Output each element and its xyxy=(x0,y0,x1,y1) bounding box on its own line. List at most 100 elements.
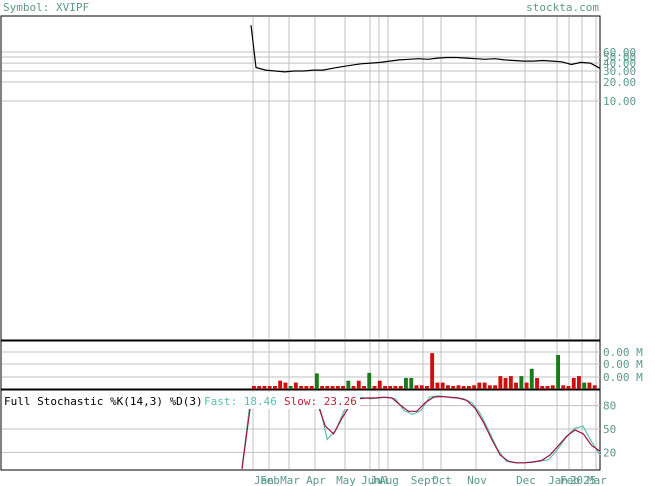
fast-value-label: Fast: 18.46 xyxy=(204,395,277,408)
x-tick-label: Jul xyxy=(370,474,390,486)
price-tick-label: 30.00 xyxy=(603,65,636,78)
volume-bar xyxy=(283,382,288,389)
volume-bar xyxy=(293,382,298,389)
stochastic-panel-frame xyxy=(0,389,601,471)
stochastic-title: Full Stochastic %K(14,3) %D(3) xyxy=(4,395,203,408)
price-tick-label: 60.00 xyxy=(603,46,636,59)
volume-bar xyxy=(503,378,508,389)
volume-bar xyxy=(425,386,429,389)
volume-bar xyxy=(577,376,581,389)
stochastic-axis: 80 50 20 xyxy=(603,400,616,460)
price-panel-frame xyxy=(0,15,601,341)
volume-bar xyxy=(435,382,440,389)
x-tick-label: Feb xyxy=(560,474,580,486)
volume-bar xyxy=(582,382,587,389)
price-tick-label: 40.00 xyxy=(603,57,636,70)
volume-bar xyxy=(550,385,555,389)
volume-bar xyxy=(566,386,571,389)
volume-bar xyxy=(309,386,314,389)
price-tick-label: 20.00 xyxy=(603,76,636,89)
volume-bar xyxy=(529,368,534,389)
volume-bar xyxy=(398,386,403,389)
volume-bar xyxy=(372,386,377,389)
x-tick-label: 2025 xyxy=(570,474,597,486)
x-tick-label: Nov xyxy=(467,474,487,486)
stochastic-tick-label: 20 xyxy=(603,446,616,459)
volume-bar xyxy=(346,380,351,389)
volume-bar xyxy=(335,386,340,389)
site-label: stockta.com xyxy=(526,1,599,14)
volume-bar xyxy=(493,385,498,389)
volume-bar xyxy=(535,378,539,389)
volume-bar xyxy=(545,386,550,389)
volume-bar xyxy=(519,376,524,389)
volume-bar xyxy=(288,386,293,389)
price-tick-label: 10.00 xyxy=(603,95,636,108)
x-tick-label: Jan xyxy=(254,474,274,486)
volume-bar xyxy=(498,376,503,389)
volume-bar xyxy=(356,380,361,389)
slow-value-label: Slow: 23.26 xyxy=(284,395,357,408)
volume-tick-label: 0.00 M xyxy=(603,371,643,384)
volume-bar xyxy=(482,382,487,389)
volume-bar xyxy=(252,386,256,389)
volume-axis: 0.00 M0.00 M0.00 M xyxy=(603,346,643,384)
x-tick-label: Oct xyxy=(432,474,452,486)
volume-bar xyxy=(377,380,382,389)
volume-bar xyxy=(451,386,456,389)
volume-bar xyxy=(304,386,309,389)
price-line xyxy=(250,25,601,73)
price-series xyxy=(250,25,601,73)
volume-bar xyxy=(262,386,267,389)
volume-bar xyxy=(524,382,529,389)
volume-bar xyxy=(571,378,576,389)
price-tick-label: 50.00 xyxy=(603,51,636,64)
stochastic-tick-label: 50 xyxy=(603,423,616,436)
x-tick-label: Apr xyxy=(306,474,326,486)
x-tick-label: May xyxy=(336,474,356,486)
x-tick-label: Sept xyxy=(411,474,438,486)
symbol-label: Symbol: XVIPF xyxy=(3,1,89,14)
volume-bar xyxy=(430,353,435,389)
volume-bar xyxy=(383,386,387,389)
volume-bar xyxy=(351,386,356,389)
volume-bar xyxy=(472,385,477,389)
volume-bar xyxy=(414,385,419,389)
volume-bar xyxy=(314,373,319,389)
volume-bar xyxy=(388,386,393,389)
volume-bar xyxy=(393,386,398,389)
volume-bar xyxy=(587,382,592,389)
volume-bar xyxy=(320,386,325,389)
volume-bar xyxy=(556,355,560,389)
volume-bar xyxy=(540,386,545,389)
volume-bar xyxy=(404,378,408,389)
x-tick-label: Mar xyxy=(280,474,300,486)
volume-bar xyxy=(592,385,597,389)
stochastic-header-bg xyxy=(2,392,360,409)
x-tick-label: Dec xyxy=(516,474,536,486)
volume-bar xyxy=(325,386,330,389)
volume-bar xyxy=(487,385,492,389)
volume-bar xyxy=(367,372,372,389)
stochastic-tick-label: 80 xyxy=(603,400,616,413)
x-tick-label: Aug xyxy=(379,474,399,486)
volume-tick-label: 0.00 M xyxy=(603,358,643,371)
volume-bar xyxy=(561,385,566,389)
volume-bar xyxy=(508,376,513,389)
volume-bar xyxy=(299,386,304,389)
volume-bar xyxy=(257,386,262,389)
volume-bar xyxy=(461,386,466,389)
volume-bar xyxy=(456,385,461,389)
volume-bar xyxy=(446,385,450,389)
volume-bars xyxy=(252,353,597,389)
volume-bar xyxy=(330,386,335,389)
volume-bar xyxy=(267,386,272,389)
x-tick-label: Jun xyxy=(361,474,381,486)
volume-tick-label: 0.00 M xyxy=(603,346,643,359)
volume-bar xyxy=(440,382,445,389)
volume-bar xyxy=(273,386,277,389)
volume-bar xyxy=(362,386,366,389)
